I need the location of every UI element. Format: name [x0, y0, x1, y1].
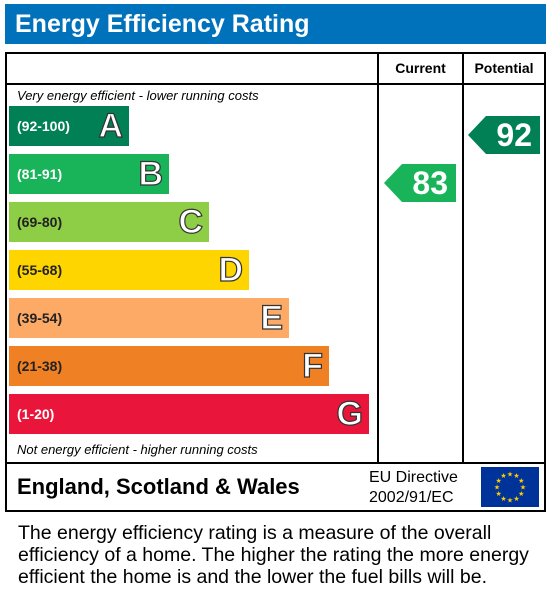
header-divider	[7, 83, 544, 85]
rating-band-b: (81-91) B	[9, 154, 169, 194]
band-range-label: (69-80)	[17, 214, 63, 230]
eu-star-icon: ★	[507, 497, 513, 505]
inefficient-note: Not energy efficient - higher running co…	[17, 442, 258, 457]
potential-rating-arrow: 92	[468, 116, 540, 154]
eu-flag-icon: ★ ★ ★ ★ ★ ★ ★ ★ ★ ★ ★ ★	[481, 467, 539, 507]
band-range-label: (21-38)	[17, 358, 63, 374]
current-column-divider	[377, 54, 379, 462]
eu-star-icon: ★	[507, 471, 513, 479]
eu-directive: EU Directive 2002/91/EC	[369, 468, 458, 508]
eu-star-icon: ★	[513, 495, 519, 503]
eu-star-icon: ★	[500, 472, 506, 480]
rating-band-f: (21-38) F	[9, 346, 329, 386]
page-title: Energy Efficiency Rating	[5, 4, 546, 44]
eu-star-icon: ★	[496, 477, 502, 485]
eu-star-icon: ★	[518, 490, 524, 498]
band-letter: F	[302, 346, 324, 385]
band-letter: A	[98, 106, 124, 145]
band-range-label: (39-54)	[17, 310, 63, 326]
current-rating-arrow: 83	[384, 164, 456, 202]
band-letter: E	[260, 298, 284, 337]
region-label: England, Scotland & Wales	[17, 474, 300, 499]
energy-rating-chart: Current Potential Very energy efficient …	[5, 52, 546, 512]
efficient-note: Very energy efficient - lower running co…	[17, 88, 259, 103]
band-range-label: (1-20)	[17, 406, 55, 422]
eu-directive-line1: EU Directive	[369, 469, 458, 486]
footer-divider	[7, 462, 544, 464]
eu-star-icon: ★	[518, 477, 524, 485]
rating-band-c: (69-80) C	[9, 202, 209, 242]
potential-column-divider	[462, 54, 464, 462]
band-letter: G	[336, 394, 364, 433]
band-letter: D	[218, 250, 244, 289]
rating-band-g: (1-20) G	[9, 394, 369, 434]
rating-band-a: (92-100) A	[9, 106, 129, 146]
potential-column-header: Potential	[474, 60, 534, 76]
eu-star-icon: ★	[494, 484, 500, 492]
rating-band-e: (39-54) E	[9, 298, 289, 338]
eu-star-icon: ★	[520, 484, 526, 492]
eu-directive-line2: 2002/91/EC	[369, 489, 454, 506]
rating-description: The energy efficiency rating is a measur…	[18, 522, 529, 588]
rating-band-d: (55-68) D	[9, 250, 249, 290]
band-letter: B	[138, 154, 164, 193]
eu-star-icon: ★	[513, 472, 519, 480]
band-range-label: (55-68)	[17, 262, 63, 278]
band-range-label: (92-100)	[17, 118, 70, 134]
eu-star-icon: ★	[500, 495, 506, 503]
current-column-header: Current	[395, 60, 446, 76]
band-letter: C	[178, 202, 204, 241]
band-range-label: (81-91)	[17, 166, 63, 182]
eu-star-icon: ★	[496, 490, 502, 498]
